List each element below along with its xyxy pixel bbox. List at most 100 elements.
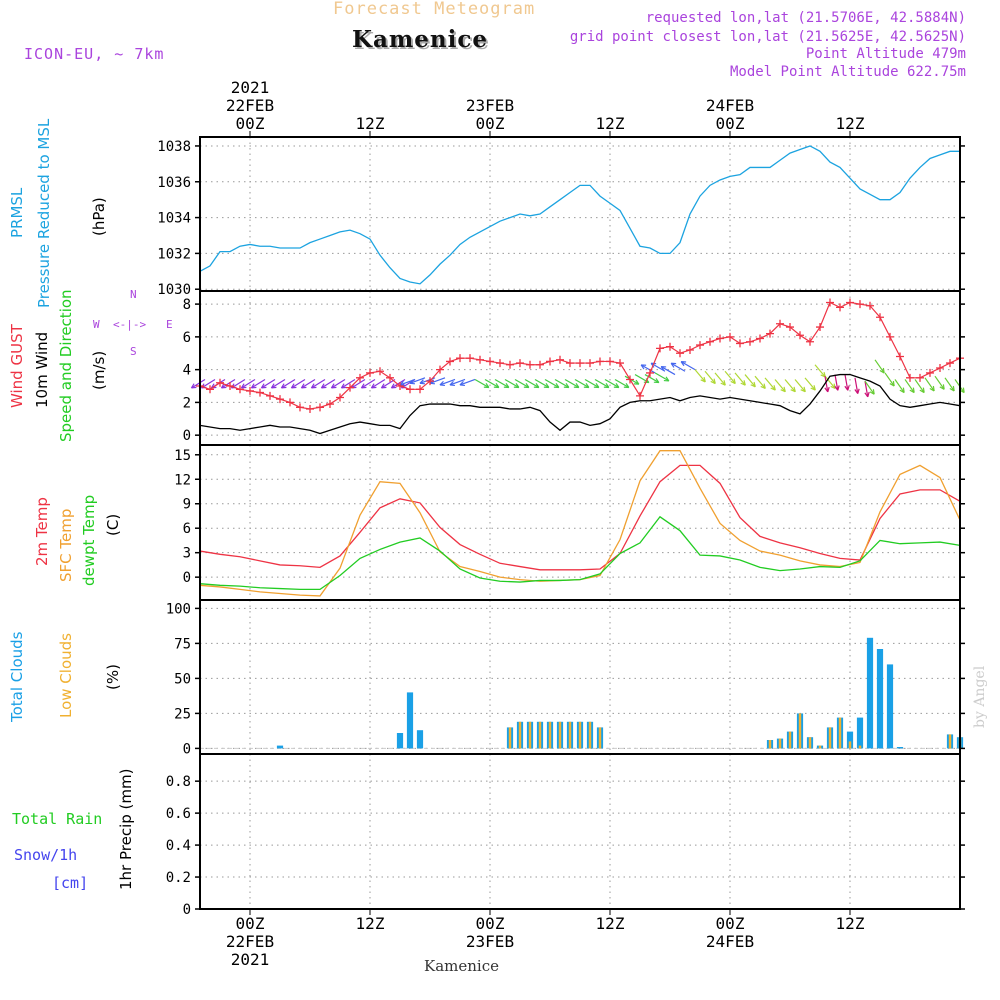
wind-barb bbox=[784, 379, 796, 393]
wind-barb-head bbox=[640, 364, 645, 370]
top-time-label: 12Z bbox=[836, 114, 865, 133]
temp-dewpt-line bbox=[199, 515, 961, 591]
low-cloud-bar bbox=[828, 727, 832, 749]
temp-sfc-line bbox=[199, 450, 961, 597]
wind-barb-head bbox=[942, 384, 945, 390]
y-tick-label: 75 bbox=[174, 636, 191, 652]
temp-2m-label: 2m Temp bbox=[33, 497, 51, 566]
y-tick-label: 0.6 bbox=[166, 806, 191, 822]
compass-n: N bbox=[130, 288, 137, 301]
location-title: Kamenice bbox=[352, 26, 488, 53]
wind-barb bbox=[221, 378, 236, 389]
y-tick-label: 0 bbox=[183, 902, 191, 918]
temp-unit: (C) bbox=[104, 513, 122, 536]
wind-gust-marker bbox=[906, 373, 914, 382]
y-tick-label: 0.8 bbox=[166, 774, 191, 790]
compass-arrow: <-|-> bbox=[113, 318, 147, 331]
wind-barb-head bbox=[320, 383, 325, 389]
wind-barb bbox=[934, 375, 945, 390]
y-tick-label: 12 bbox=[174, 472, 191, 488]
wind-gust-marker bbox=[456, 354, 464, 363]
low-cloud-bar bbox=[568, 721, 572, 749]
wind-gust-marker bbox=[686, 345, 694, 354]
wind-barb bbox=[944, 377, 955, 392]
low-clouds-label: Low Clouds bbox=[57, 633, 75, 718]
y-tick-label: 100 bbox=[166, 601, 191, 617]
wind-barb bbox=[391, 378, 406, 389]
wind-barb bbox=[241, 378, 256, 389]
wind-gust-marker bbox=[466, 354, 474, 363]
wind-barb-head bbox=[834, 385, 839, 391]
wind-barb bbox=[614, 378, 630, 388]
y-tick-label: 9 bbox=[183, 497, 191, 513]
y-tick-label: 1036 bbox=[157, 175, 191, 191]
wind-barb-head bbox=[459, 380, 464, 386]
wind-barb-head bbox=[800, 389, 806, 393]
wind-barb-head bbox=[790, 389, 796, 393]
wind-barb-head bbox=[250, 383, 255, 389]
wind-barb bbox=[824, 376, 829, 393]
wind-gust-marker bbox=[766, 329, 774, 338]
clouds-unit: (%) bbox=[104, 664, 122, 690]
wind-gust-marker bbox=[816, 323, 824, 332]
wind-barb-head bbox=[793, 386, 796, 392]
wind-barb bbox=[261, 378, 276, 389]
wind-barb-head bbox=[515, 382, 520, 388]
wind-barb-head bbox=[341, 386, 347, 389]
wind-gust-marker bbox=[646, 368, 654, 377]
compass-s: S bbox=[130, 345, 137, 358]
y-tick-label: 6 bbox=[183, 521, 191, 537]
wind-barb-head bbox=[869, 391, 875, 395]
wind-barb bbox=[574, 378, 590, 388]
bottom-time-label: 00Z bbox=[716, 914, 745, 933]
low-cloud-bar bbox=[518, 721, 522, 749]
wind-barb-head bbox=[867, 391, 870, 398]
wind-barb-head bbox=[429, 382, 435, 385]
wind-barb bbox=[604, 378, 620, 388]
wind-barb bbox=[429, 377, 446, 384]
bottom-time-label: 00Z bbox=[236, 914, 265, 933]
wind-gust-marker bbox=[746, 337, 754, 346]
total-cloud-bar bbox=[406, 692, 414, 749]
wind-barb-head bbox=[929, 387, 935, 392]
low-cloud-bar bbox=[808, 737, 812, 749]
wind-barb-head bbox=[703, 376, 706, 383]
wind-barb bbox=[191, 378, 206, 389]
total-cloud-bar bbox=[866, 637, 874, 749]
wind-barb-head bbox=[720, 382, 726, 386]
wind-barb bbox=[804, 377, 816, 391]
wind-barb-head bbox=[311, 386, 317, 389]
top-time-label: 23FEB bbox=[466, 96, 514, 115]
temp-dewpt-label: dewpt Temp bbox=[80, 494, 98, 586]
wind-barb bbox=[754, 375, 766, 389]
wind-barb-head bbox=[753, 381, 756, 387]
wind-barb-head bbox=[485, 382, 490, 388]
wind-barb bbox=[409, 377, 426, 384]
wind-gust-marker bbox=[916, 373, 924, 382]
wind-barb bbox=[544, 378, 560, 388]
y-tick-label: 0 bbox=[183, 741, 191, 757]
wind-gust-marker bbox=[616, 359, 624, 368]
wind-barb bbox=[924, 377, 935, 392]
top-time-label: 22FEB bbox=[226, 96, 274, 115]
wind-barb bbox=[474, 378, 490, 388]
wind-barb-head bbox=[191, 386, 197, 389]
wind-barb-head bbox=[380, 383, 385, 389]
bottom-time-label: 24FEB bbox=[706, 932, 754, 951]
precip-axis-label: 1hr Precip (mm) bbox=[117, 768, 135, 890]
y-tick-label: 1034 bbox=[157, 211, 191, 227]
wind-barb-head bbox=[565, 382, 570, 388]
wind-barb bbox=[814, 364, 826, 378]
y-tick-label: 2 bbox=[183, 395, 191, 411]
wind-barb-head bbox=[300, 383, 305, 389]
wind-gust-marker bbox=[436, 365, 444, 374]
wind-gust-marker bbox=[716, 334, 724, 343]
snow-unit: [cm] bbox=[52, 874, 89, 892]
wind-barb bbox=[680, 361, 696, 371]
model-altitude: Model Point Altitude 622.75m bbox=[729, 64, 966, 80]
wind-barb-head bbox=[952, 385, 955, 392]
wind-gust-marker bbox=[676, 349, 684, 358]
wind-barb-head bbox=[670, 362, 675, 368]
panel-frame bbox=[199, 753, 961, 910]
bottom-time-label: 22FEB bbox=[226, 932, 274, 951]
